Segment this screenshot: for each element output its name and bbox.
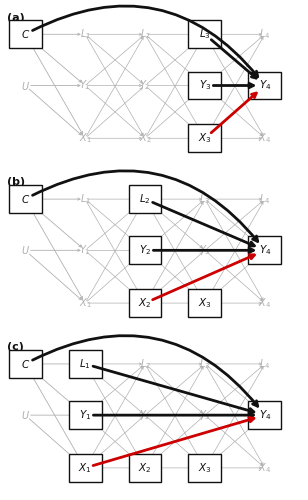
Text: $L_{2}$: $L_{2}$ (140, 28, 151, 41)
FancyBboxPatch shape (9, 20, 42, 48)
FancyBboxPatch shape (9, 185, 42, 213)
Text: $Y_{1}$: $Y_{1}$ (79, 78, 91, 92)
Text: $X_{4}$: $X_{4}$ (258, 132, 271, 145)
Text: $X_{3}$: $X_{3}$ (198, 296, 212, 310)
Text: $Y_{3}$: $Y_{3}$ (199, 408, 211, 422)
Text: $Y_{3}$: $Y_{3}$ (199, 244, 211, 257)
Text: $L_{3}$: $L_{3}$ (199, 28, 211, 41)
FancyBboxPatch shape (69, 454, 102, 482)
Text: $X_{2}$: $X_{2}$ (138, 461, 152, 475)
Text: $Y_{2}$: $Y_{2}$ (139, 408, 151, 422)
FancyBboxPatch shape (9, 350, 42, 378)
Text: $L_{4}$: $L_{4}$ (259, 192, 270, 206)
Text: $X_{4}$: $X_{4}$ (258, 296, 271, 310)
Text: $Y_{4}$: $Y_{4}$ (259, 78, 271, 92)
Text: $Y_{1}$: $Y_{1}$ (79, 408, 91, 422)
Text: $X_{3}$: $X_{3}$ (198, 132, 212, 145)
Text: $X_{1}$: $X_{1}$ (78, 461, 92, 475)
FancyBboxPatch shape (69, 350, 102, 378)
Text: $C$: $C$ (21, 28, 30, 40)
Text: $Y_{1}$: $Y_{1}$ (79, 244, 91, 257)
FancyBboxPatch shape (188, 289, 221, 317)
Text: $L_{3}$: $L_{3}$ (199, 192, 211, 206)
FancyBboxPatch shape (69, 401, 102, 429)
Text: $C$: $C$ (21, 358, 30, 370)
FancyBboxPatch shape (248, 236, 282, 264)
FancyBboxPatch shape (128, 289, 161, 317)
Text: $X_{2}$: $X_{2}$ (138, 296, 152, 310)
Text: $X_{4}$: $X_{4}$ (258, 461, 271, 475)
Text: $L_{1}$: $L_{1}$ (79, 192, 91, 206)
Text: $X_{2}$: $X_{2}$ (139, 132, 151, 145)
Text: $Y_{3}$: $Y_{3}$ (199, 78, 211, 92)
Text: $L_{1}$: $L_{1}$ (79, 28, 91, 41)
Text: $L_{1}$: $L_{1}$ (79, 357, 91, 371)
Text: $C$: $C$ (21, 193, 30, 205)
FancyBboxPatch shape (248, 72, 282, 100)
Text: (a): (a) (7, 12, 25, 22)
FancyBboxPatch shape (188, 20, 221, 48)
FancyBboxPatch shape (128, 454, 161, 482)
Text: $X_{1}$: $X_{1}$ (79, 296, 91, 310)
FancyBboxPatch shape (188, 124, 221, 152)
Text: (b): (b) (7, 178, 25, 188)
Text: $L_{4}$: $L_{4}$ (259, 28, 270, 41)
Text: (c): (c) (7, 342, 24, 352)
Text: $L_{4}$: $L_{4}$ (259, 357, 270, 371)
Text: $L_{2}$: $L_{2}$ (140, 357, 151, 371)
FancyBboxPatch shape (128, 185, 161, 213)
Text: $X_{3}$: $X_{3}$ (198, 461, 212, 475)
Text: $L_{2}$: $L_{2}$ (139, 192, 151, 206)
Text: $Y_{4}$: $Y_{4}$ (259, 408, 271, 422)
Text: $L_{3}$: $L_{3}$ (199, 357, 211, 371)
Text: $X_{1}$: $X_{1}$ (79, 132, 91, 145)
Text: $U$: $U$ (21, 409, 30, 421)
Text: $Y_{2}$: $Y_{2}$ (139, 244, 151, 257)
FancyBboxPatch shape (188, 72, 221, 100)
Text: $Y_{4}$: $Y_{4}$ (259, 244, 271, 257)
FancyBboxPatch shape (248, 401, 282, 429)
FancyBboxPatch shape (188, 454, 221, 482)
Text: $U$: $U$ (21, 80, 30, 92)
Text: $U$: $U$ (21, 244, 30, 256)
FancyBboxPatch shape (128, 236, 161, 264)
Text: $Y_{2}$: $Y_{2}$ (139, 78, 151, 92)
